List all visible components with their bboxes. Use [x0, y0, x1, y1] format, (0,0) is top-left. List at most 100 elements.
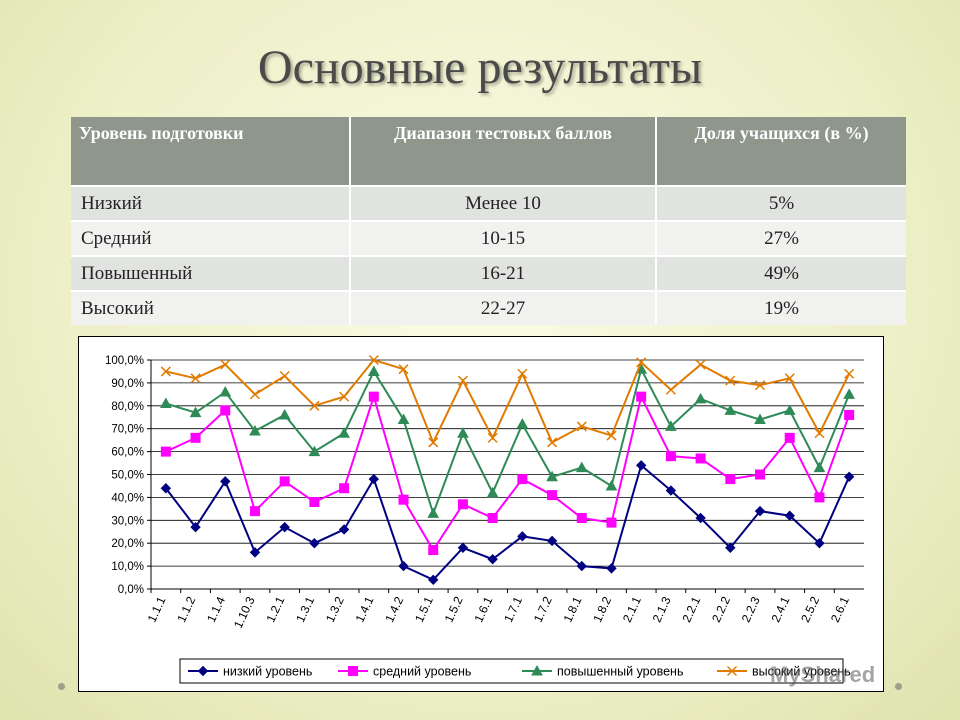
table-row: Высокий 22-27 19% — [71, 290, 906, 325]
data-point-series-2 — [725, 474, 736, 485]
cell-share: 49% — [656, 255, 906, 291]
data-point-series-3 — [457, 427, 469, 438]
data-point-series-4 — [844, 368, 855, 379]
data-point-series-3 — [160, 397, 172, 409]
x-tick-label: 1.7.2 — [531, 594, 555, 624]
x-tick-label: 1.5.1 — [412, 594, 436, 624]
data-point-series-1 — [754, 505, 766, 517]
data-point-series-1 — [814, 537, 825, 549]
legend-marker-2 — [348, 666, 358, 676]
data-point-series-4 — [249, 389, 261, 400]
data-point-series-2 — [220, 405, 231, 416]
data-point-series-1 — [517, 531, 528, 542]
data-point-series-3 — [338, 427, 350, 438]
data-point-series-4 — [339, 391, 350, 402]
table-row: Низкий Менее 10 5% — [71, 185, 906, 221]
data-point-series-1 — [398, 560, 409, 572]
page-title: Основные результаты — [257, 41, 703, 94]
y-tick-label: 20,0% — [111, 538, 144, 550]
data-point-series-2 — [755, 469, 766, 480]
data-point-series-1 — [279, 521, 290, 533]
legend-marker-4 — [726, 665, 738, 677]
cell-share: 5% — [656, 185, 906, 221]
x-tick-label: 1.3.1 — [293, 594, 317, 624]
data-point-series-2 — [339, 483, 350, 494]
header-range: Диапазон тестовых баллов — [350, 117, 657, 186]
data-point-series-4 — [695, 359, 706, 370]
data-point-series-4 — [754, 380, 766, 391]
x-tick-label: 1.2.1 — [263, 594, 287, 624]
x-tick-label: 1.1.2 — [174, 594, 198, 624]
data-point-series-2 — [160, 446, 171, 457]
data-point-series-3 — [575, 461, 588, 473]
cell-range: Менее 10 — [350, 185, 657, 221]
data-point-series-4 — [606, 430, 617, 441]
data-point-series-1 — [220, 476, 231, 487]
data-point-series-1 — [338, 524, 350, 535]
x-tick-label: 1.3.2 — [323, 594, 347, 624]
data-point-series-1 — [160, 483, 172, 494]
x-tick-label: 1.1.1 — [145, 594, 169, 624]
data-point-series-2 — [190, 432, 201, 443]
data-point-series-2 — [547, 490, 558, 501]
x-tick-label: 2.2.1 — [679, 594, 703, 624]
data-point-series-4 — [784, 373, 795, 384]
data-point-series-1 — [725, 542, 736, 553]
data-point-series-3 — [843, 388, 855, 399]
data-point-series-1 — [695, 512, 706, 524]
data-point-series-1 — [368, 473, 380, 485]
decor-dot-left — [58, 683, 65, 690]
legend-label-3: повышенный уровень — [557, 665, 683, 679]
data-point-series-2 — [844, 409, 855, 420]
chart-svg: 0,0% 10,0% 20,0% 30,0% 40,0% 50,0% 60,0% 70,0% 8… — [105, 354, 864, 684]
x-tick-label: 1.5.2 — [442, 594, 466, 624]
data-point-series-4 — [457, 375, 468, 386]
x-tick-label: 1.7.1 — [501, 594, 525, 624]
data-point-series-2 — [279, 476, 290, 487]
data-point-series-4 — [636, 357, 647, 368]
series-line-4 — [165, 358, 851, 445]
watermark-logo: MyShared — [770, 662, 876, 687]
x-tick-label: 1.8.1 — [561, 594, 585, 624]
y-tick-label: 70,0% — [111, 424, 144, 436]
cell-range: 10-15 — [350, 220, 657, 256]
series-line-1 — [165, 463, 851, 582]
header-share: Доля учащихся (в %) — [656, 117, 906, 186]
cell-level: Высокий — [71, 290, 351, 325]
data-point-series-3 — [813, 461, 826, 473]
data-point-series-3 — [189, 406, 202, 418]
data-point-series-1 — [843, 471, 855, 482]
legend-label-1: низкий уровень — [223, 665, 312, 679]
data-point-series-2 — [665, 451, 676, 462]
data-point-series-3 — [605, 479, 618, 491]
y-tick-label: 0,0% — [118, 584, 144, 596]
data-point-series-1 — [635, 460, 647, 471]
data-point-series-4 — [814, 428, 825, 439]
data-point-series-2 — [695, 453, 706, 464]
data-point-series-1 — [309, 537, 320, 549]
table-row: Повышенный 16-21 49% — [71, 255, 906, 291]
data-point-series-3 — [724, 404, 737, 415]
data-point-series-2 — [814, 492, 825, 503]
series-line-3 — [165, 366, 851, 517]
x-tick-label: 2.1.3 — [650, 594, 674, 624]
data-point-series-2 — [784, 432, 795, 443]
data-point-series-1 — [249, 547, 261, 558]
y-tick-label: 30,0% — [111, 515, 144, 527]
y-tick-label: 50,0% — [111, 470, 144, 482]
results-table: Уровень подготовки Диапазон тестовых бал… — [71, 117, 906, 325]
decor-dot-right — [895, 683, 902, 690]
data-point-series-4 — [190, 373, 201, 384]
legend-marker-3 — [531, 664, 543, 676]
data-point-series-3 — [783, 404, 796, 415]
data-point-series-4 — [220, 359, 231, 370]
data-point-series-3 — [665, 420, 677, 431]
data-point-series-3 — [546, 470, 558, 482]
x-tick-label: 1.1.4 — [204, 594, 228, 624]
data-point-series-1 — [665, 485, 677, 496]
x-tick-label: 1.4.1 — [353, 594, 377, 624]
cell-range: 22-27 — [350, 290, 657, 325]
table-row: Средний 10-15 27% — [71, 220, 906, 256]
y-tick-label: 100,0% — [105, 355, 144, 367]
data-point-series-4 — [487, 432, 498, 443]
